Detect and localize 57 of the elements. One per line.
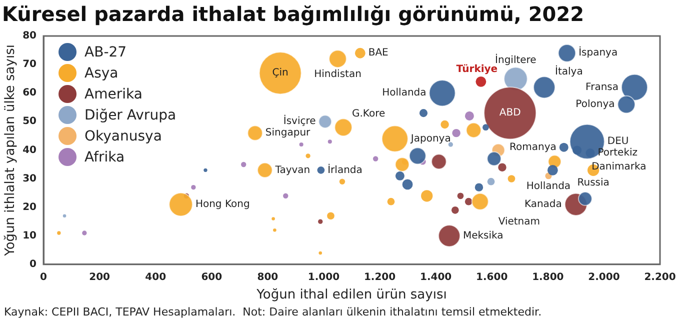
x-tick-label: 800 bbox=[257, 272, 278, 283]
series-label: Türkiye bbox=[456, 64, 498, 76]
y-tick-label: 40 bbox=[22, 144, 37, 156]
annotation: İngiltere bbox=[495, 52, 536, 66]
annotation: Fransa bbox=[586, 82, 619, 93]
x-tick-label: 600 bbox=[201, 272, 222, 283]
y-tick-label: 10 bbox=[22, 230, 37, 242]
annotation: Hollanda bbox=[382, 88, 426, 99]
annotation: Tayvan bbox=[274, 164, 310, 176]
annotation: Hong Kong bbox=[195, 199, 250, 210]
annotation: Portekiz bbox=[598, 148, 638, 159]
legend-label: Okyanusya bbox=[84, 128, 162, 145]
annotation: BAE bbox=[368, 48, 388, 59]
x-tick-label: 1.800 bbox=[532, 272, 564, 283]
y-tick-label: 50 bbox=[22, 116, 37, 128]
annotation: Japonya bbox=[410, 133, 451, 144]
annotation: Romanya bbox=[510, 142, 556, 153]
x-tick-label: 1.400 bbox=[420, 272, 452, 283]
legend-label: Amerika bbox=[84, 86, 142, 103]
annotation: Vietnam bbox=[498, 216, 540, 228]
x-tick-label: 2.000 bbox=[588, 272, 620, 283]
annotation: Singapur bbox=[265, 128, 312, 139]
annotation: İrlanda bbox=[328, 162, 362, 176]
y-tick-label: 60 bbox=[22, 88, 37, 99]
annotation: Kanada bbox=[524, 199, 562, 210]
x-tick-label: 1.000 bbox=[308, 272, 340, 283]
x-tick-label: 2.200 bbox=[644, 272, 676, 283]
annotation: İspanya bbox=[578, 46, 618, 59]
y-tick-label: 20 bbox=[22, 202, 37, 213]
annotation: DEU bbox=[607, 136, 629, 148]
legend-label: AB-27 bbox=[84, 44, 127, 61]
annotation: Hindistan bbox=[314, 69, 362, 80]
x-tick-label: 200 bbox=[89, 272, 110, 283]
annotation: Russia bbox=[577, 178, 610, 189]
legend-label: Afrika bbox=[84, 150, 125, 166]
chart-title: Küresel pazarda ithalat bağımlılığı görünümü, 2022 bbox=[2, 2, 584, 26]
annotation: İtalya bbox=[554, 64, 583, 78]
x-tick-label: 0 bbox=[40, 272, 48, 283]
annotation: Meksika bbox=[462, 230, 504, 242]
y-tick-label: 30 bbox=[22, 173, 37, 184]
x-tick-label: 1.200 bbox=[364, 272, 396, 283]
annotation: ABD bbox=[499, 108, 522, 119]
annotation: Hollanda bbox=[526, 180, 571, 192]
annotation: Çin bbox=[272, 68, 288, 79]
x-tick-label: 1.600 bbox=[476, 272, 508, 283]
annotation: İsviçre bbox=[283, 114, 316, 128]
x-tick-label: 400 bbox=[145, 272, 166, 283]
x-axis-title: Yoğun ithal edilen ürün sayısı bbox=[256, 288, 447, 303]
annotation: Polonya bbox=[576, 99, 615, 110]
text: Kaynak: CEPII BACI, TEPAV Hesaplamaları. Not: Daire alanları ülkenin ithalatını temsil etmektedir. bbox=[4, 305, 542, 318]
y-tick-label: 0 bbox=[30, 258, 37, 270]
y-tick-label: 80 bbox=[22, 30, 37, 42]
legend-label: Asya bbox=[84, 66, 118, 82]
legend-label: Diğer Avrupa bbox=[84, 108, 176, 124]
y-tick-label: 70 bbox=[22, 59, 37, 70]
y-axis-title: Yoğun ithlalat yapılan ülke sayısı bbox=[3, 44, 18, 257]
annotation: G.Kore bbox=[352, 108, 386, 120]
